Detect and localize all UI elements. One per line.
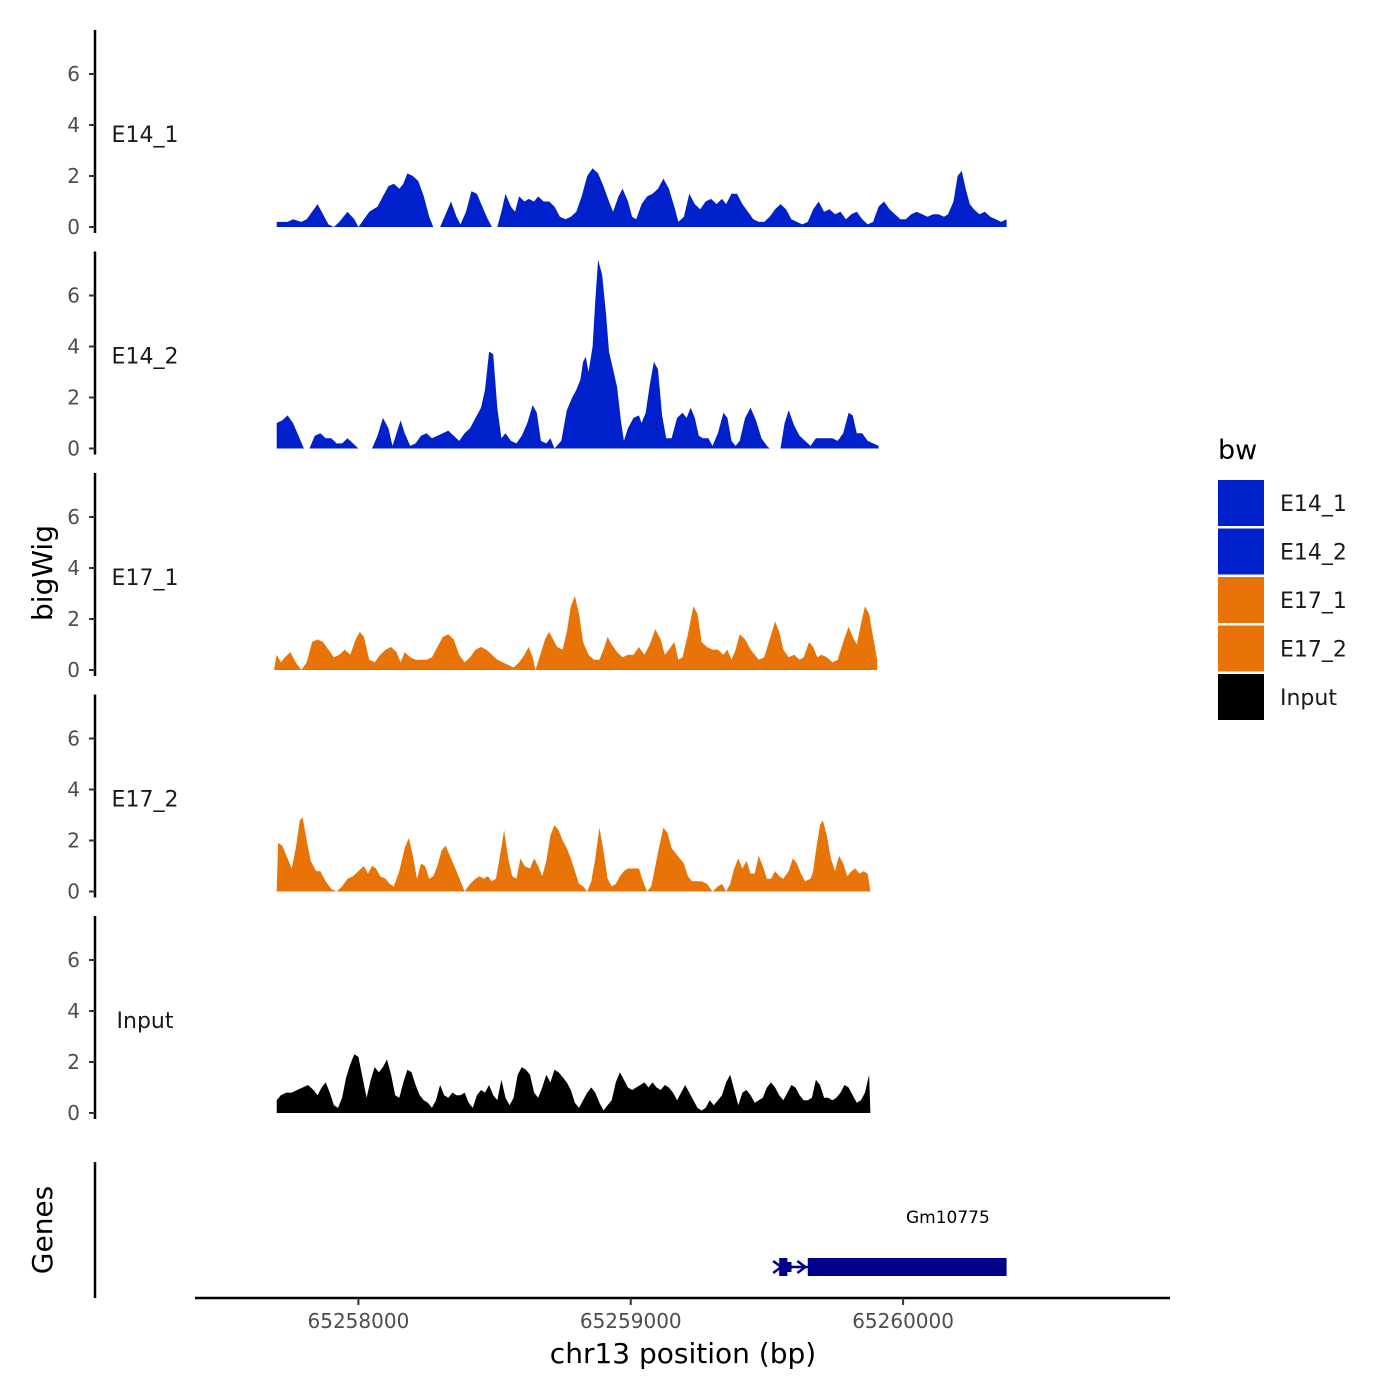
y-tick-label: 2 (67, 386, 80, 410)
track-E17_2: 0 2 4 6 E17_2 (67, 694, 871, 904)
area-E14_2 (276, 259, 879, 449)
y-tick-label: 4 (67, 556, 80, 580)
legend-label: E17_1 (1280, 589, 1347, 614)
legend-label: Input (1280, 686, 1337, 711)
y-tick-label: 4 (67, 335, 80, 359)
x-tick-label: 65258000 (308, 1309, 410, 1333)
track-Input: 0 2 4 6 Input (67, 916, 871, 1125)
y-tick-label: 4 (67, 113, 80, 137)
gene-track-title: Genes (26, 1186, 59, 1274)
legend-key (1218, 528, 1264, 575)
legend-item-E14_2: E14_2 (1218, 528, 1347, 575)
legend-label: E14_2 (1280, 541, 1347, 566)
y-tick-label: 0 (67, 880, 80, 904)
y-tick-label: 4 (67, 999, 80, 1023)
legend-key (1218, 577, 1264, 623)
legend-key (1218, 480, 1264, 526)
gene-exon (779, 1258, 788, 1276)
track-label: E17_1 (112, 566, 179, 591)
legend-key (1218, 674, 1264, 720)
legend-key (1218, 625, 1264, 672)
track-label: E17_2 (112, 788, 179, 813)
y-tick-label: 2 (67, 829, 80, 853)
y-tick-label: 2 (67, 1050, 80, 1074)
y-axis-title: bigWig (26, 525, 59, 621)
legend-item-E17_2: E17_2 (1218, 625, 1347, 672)
track-label: Input (117, 1009, 174, 1034)
y-tick-label: 6 (67, 948, 80, 972)
x-tick-label: 65259000 (580, 1309, 682, 1333)
y-tick-label: 4 (67, 778, 80, 802)
y-tick-label: 6 (67, 62, 80, 86)
y-tick-label: 2 (67, 164, 80, 188)
legend-title: bw (1218, 435, 1257, 466)
track-E14_1: 0 2 4 6 E14_1 (67, 30, 1007, 239)
gene-label: Gm10775 (906, 1208, 990, 1228)
area-E17_1 (274, 596, 878, 670)
legend-item-Input: Input (1218, 674, 1337, 720)
y-tick-label: 2 (67, 607, 80, 631)
y-tick-label: 0 (67, 215, 80, 239)
gene-strand-arrow (796, 1260, 808, 1274)
y-tick-label: 0 (67, 658, 80, 682)
y-tick-label: 6 (67, 284, 80, 308)
y-tick-label: 6 (67, 505, 80, 529)
x-tick-label: 65260000 (852, 1309, 954, 1333)
y-tick-label: 6 (67, 727, 80, 751)
legend-label: E17_2 (1280, 638, 1347, 663)
x-axis-title: chr13 position (bp) (550, 1337, 816, 1370)
track-E14_2: 0 2 4 6 E14_2 (67, 251, 879, 461)
area-E14_1 (276, 168, 1007, 227)
track-E17_1: 0 2 4 6 E17_1 (67, 473, 878, 682)
legend-label: E14_1 (1280, 492, 1347, 517)
track-label: E14_1 (112, 123, 179, 148)
y-tick-label: 0 (67, 437, 80, 461)
gene-exon (807, 1258, 1007, 1276)
gene-utr (787, 1262, 792, 1272)
y-tick-label: 0 (67, 1101, 80, 1125)
gene-Gm10775: Gm10775 (772, 1208, 1007, 1276)
legend-item-E17_1: E17_1 (1218, 577, 1347, 623)
track-label: E14_2 (112, 345, 179, 370)
area-Input (276, 1054, 871, 1113)
legend-item-E14_1: E14_1 (1218, 480, 1347, 526)
area-E17_2 (276, 817, 871, 892)
